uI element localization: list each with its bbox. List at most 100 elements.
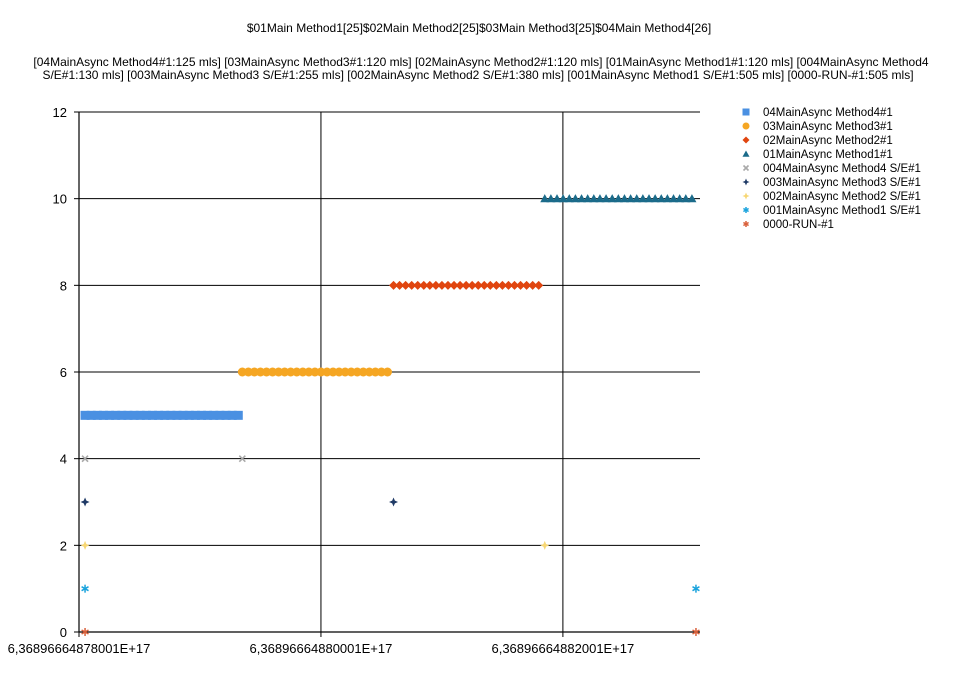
data-point xyxy=(491,280,501,290)
data-point xyxy=(413,280,423,290)
marker-stroke xyxy=(742,164,750,172)
data-point xyxy=(626,194,636,203)
data-point xyxy=(209,410,219,420)
data-point xyxy=(178,410,188,420)
data-point xyxy=(154,410,164,420)
chart-subtitle-line-1: [04MainAsync Method4#1:125 mls] [03MainA… xyxy=(33,55,928,69)
marker-stroke xyxy=(743,207,749,213)
data-point xyxy=(522,280,532,290)
data-point xyxy=(687,194,697,203)
legend-label: 004MainAsync Method4 S/E#1 xyxy=(763,163,921,175)
y-tick-label: 2 xyxy=(60,538,67,553)
legend-label: 003MainAsync Method3 S/E#1 xyxy=(763,177,921,189)
plot-axes: 0 2 4 6 8 10 12 6,36896664878001E+17 6,368966648… xyxy=(8,105,700,656)
data-point xyxy=(589,194,599,203)
data-point xyxy=(516,280,526,290)
series-8 xyxy=(81,628,700,636)
data-point xyxy=(461,280,471,290)
data-point xyxy=(431,280,441,290)
data-point xyxy=(558,194,568,203)
data-point xyxy=(166,410,176,420)
legend-item: 001MainAsync Method1 S/E#1 xyxy=(743,205,921,217)
data-point xyxy=(546,194,556,203)
data-point xyxy=(455,280,465,290)
data-point xyxy=(692,584,700,593)
marker-stroke xyxy=(81,629,89,635)
data-point xyxy=(681,194,691,203)
legend-item: 002MainAsync Method2 S/E#1 xyxy=(742,191,921,203)
data-point xyxy=(601,194,611,203)
legend-label: 03MainAsync Method3#1 xyxy=(763,121,893,133)
legend-marker xyxy=(742,178,750,186)
marker-stroke xyxy=(81,586,89,592)
data-point xyxy=(389,497,399,507)
data-point xyxy=(534,280,544,290)
data-point xyxy=(619,194,629,203)
data-point xyxy=(437,280,447,290)
data-point xyxy=(692,628,700,636)
data-point xyxy=(395,280,405,290)
data-point xyxy=(135,410,145,420)
data-point xyxy=(80,540,90,550)
data-point xyxy=(81,628,89,636)
data-point xyxy=(595,194,605,203)
series-2 xyxy=(389,280,544,290)
data-point xyxy=(540,540,550,550)
data-point xyxy=(117,410,127,420)
y-tick-label: 10 xyxy=(53,192,67,207)
legend-label: 002MainAsync Method2 S/E#1 xyxy=(763,191,921,203)
chart-subtitle-line-2: S/E#1:130 mls] [003MainAsync Method3 S/E… xyxy=(42,68,913,82)
marker-stroke xyxy=(238,455,246,463)
legend-item: 0000-RUN-#1 xyxy=(743,219,834,231)
data-point xyxy=(80,410,90,420)
legend-item: 004MainAsync Method4 S/E#1 xyxy=(742,163,921,175)
data-point xyxy=(564,194,574,203)
marker-stroke xyxy=(81,455,89,463)
data-point xyxy=(401,280,411,290)
data-point xyxy=(172,410,182,420)
data-point xyxy=(473,280,483,290)
legend-label: 0000-RUN-#1 xyxy=(763,219,834,231)
data-point xyxy=(160,410,170,420)
legend-item: 003MainAsync Method3 S/E#1 xyxy=(742,177,921,189)
series-5 xyxy=(80,497,399,507)
data-point xyxy=(443,280,453,290)
legend-label: 02MainAsync Method2#1 xyxy=(763,135,893,147)
data-point xyxy=(80,497,90,507)
data-point xyxy=(190,410,200,420)
data-point xyxy=(141,410,151,420)
data-point xyxy=(613,194,623,203)
data-point xyxy=(650,194,660,203)
marker-stroke xyxy=(692,629,700,635)
data-point xyxy=(92,410,102,420)
data-point xyxy=(227,410,237,420)
data-point xyxy=(570,194,580,203)
data-point xyxy=(662,194,672,203)
data-point xyxy=(638,194,648,203)
legend-item: 03MainAsync Method3#1 xyxy=(742,121,893,133)
y-tick-label: 4 xyxy=(60,452,67,467)
data-point xyxy=(503,280,513,290)
plot-marks xyxy=(80,194,700,636)
legend-marker xyxy=(742,164,750,172)
data-point xyxy=(184,410,194,420)
data-point xyxy=(147,410,157,420)
y-tick-label: 6 xyxy=(60,365,67,380)
series-3 xyxy=(540,194,697,203)
data-point xyxy=(669,194,679,203)
data-point xyxy=(81,455,89,463)
legend-label: 01MainAsync Method1#1 xyxy=(763,149,893,161)
x-tick-label: 6,36896664878001E+17 xyxy=(8,641,151,656)
marker-stroke xyxy=(743,221,749,227)
legend-marker xyxy=(742,136,750,144)
data-point xyxy=(528,280,538,290)
y-tick-label: 8 xyxy=(60,278,67,293)
data-point xyxy=(449,280,459,290)
y-tick-label: 12 xyxy=(53,105,67,120)
data-point xyxy=(656,194,666,203)
series-4 xyxy=(81,455,246,463)
data-point xyxy=(221,410,231,420)
legend-item: 04MainAsync Method4#1 xyxy=(742,107,893,119)
legend-item: 01MainAsync Method1#1 xyxy=(742,149,893,161)
